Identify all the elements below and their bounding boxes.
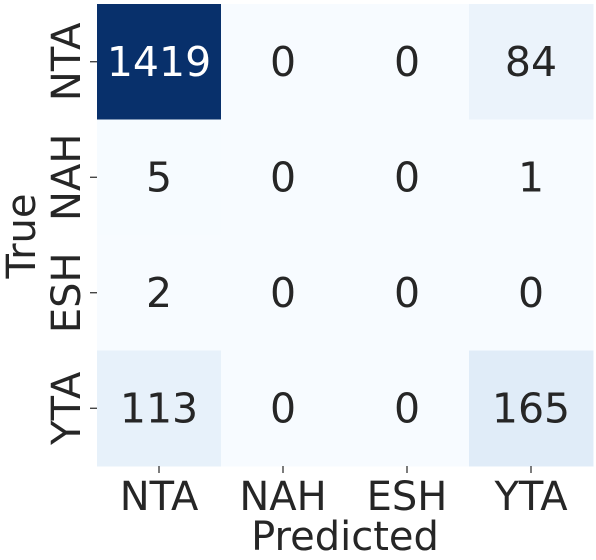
y-tick-label: NAH: [44, 134, 90, 221]
heatmap-cell-esh-nah: [221, 235, 346, 351]
cell-value-label: 0: [394, 384, 420, 432]
heatmap-cell-nah-nta: [97, 119, 222, 236]
y-axis-title: True: [0, 194, 45, 280]
heatmap-cell-esh-nta: [97, 235, 222, 351]
heatmap-cell-nah-yta: [469, 119, 594, 236]
heatmap-cell-nah-nah: [221, 119, 346, 236]
heatmap-cell-nta-yta: [469, 4, 594, 120]
cell-value-label: 84: [505, 38, 557, 86]
cell-value-label: 0: [394, 269, 420, 317]
y-tick-label: ESH: [44, 252, 90, 333]
heatmap-cell-yta-nta: [97, 350, 222, 467]
cell-value-label: 1: [518, 153, 544, 201]
x-tick-label: YTA: [493, 474, 568, 520]
heatmap-cell-esh-esh: [345, 235, 470, 351]
heatmap-cell-nah-esh: [345, 119, 470, 236]
heatmap-cell-yta-yta: [469, 350, 594, 467]
cell-value-label: 1419: [107, 38, 211, 86]
heatmap-cells: [97, 4, 594, 467]
heatmap-cell-nta-nta: [97, 4, 222, 120]
y-axis-ticks: NTA NAH ESH YTA: [44, 22, 97, 446]
cell-value-label: 2: [146, 269, 172, 317]
heatmap-cell-nta-esh: [345, 4, 470, 120]
x-tick-label: NAH: [239, 474, 326, 520]
cell-value-label: 0: [270, 269, 296, 317]
cell-value-label: 0: [270, 38, 296, 86]
heatmap-cell-nta-nah: [221, 4, 346, 120]
cell-value-label: 0: [394, 153, 420, 201]
cell-value-label: 5: [146, 153, 172, 201]
cell-value-label: 0: [518, 269, 544, 317]
heatmap-cell-yta-esh: [345, 350, 470, 467]
cell-value-label: 0: [394, 38, 420, 86]
y-tick-label: YTA: [44, 371, 90, 446]
x-axis-title: Predicted: [251, 514, 439, 560]
y-tick-label: NTA: [44, 22, 90, 101]
x-axis-ticks: NTA NAH ESH YTA: [120, 466, 568, 520]
cell-value-label: 0: [270, 153, 296, 201]
x-tick-label: NTA: [120, 474, 199, 520]
cell-value-label: 165: [492, 384, 570, 432]
heatmap-cell-esh-yta: [469, 235, 594, 351]
x-tick-label: ESH: [367, 474, 448, 520]
cell-value-label: 113: [120, 384, 198, 432]
cell-value-label: 0: [270, 384, 296, 432]
heatmap-cell-yta-nah: [221, 350, 346, 467]
heatmap-cell-labels: 1419 0 0 84 5 0 0 1 2 0 0 0 113 0 0 165: [107, 38, 570, 433]
